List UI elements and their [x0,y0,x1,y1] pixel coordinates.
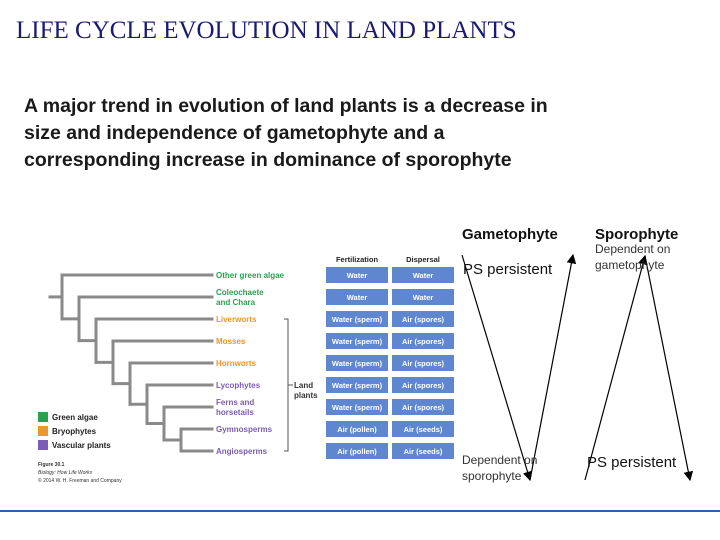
legend-swatch [38,412,48,422]
slide-title: LIFE CYCLE EVOLUTION IN LAND PLANTS [16,17,517,44]
table-cell [326,289,388,305]
table-cell [392,311,454,327]
caption: © 2014 W. H. Freeman and Company [38,477,122,484]
table-cell [392,443,454,459]
legend-label: Vascular plants [52,441,111,450]
cell-text: Water [347,293,368,302]
taxon-label: Ferns and [216,398,254,407]
taxon-label: horsetails [216,408,254,417]
legend-label: Bryophytes [52,427,97,436]
cell-text: Water (sperm) [332,359,383,368]
table-cell [392,355,454,371]
taxon-label: Coleochaete [216,288,264,297]
body-text: size and independence of gametophyte and… [24,122,445,144]
column-note: Dependent on [595,242,670,256]
cell-text: Air (seeds) [404,447,443,456]
table-cell [326,267,388,283]
cell-text: Air (spores) [402,403,445,412]
table-cell [392,377,454,393]
table-cell [326,377,388,393]
column-heading: Sporophyte [595,226,678,243]
column-note: Dependent on [462,453,537,467]
table-cell [392,333,454,349]
bracket-label: Land [294,381,313,390]
cell-text: Water [413,271,434,280]
taxon-label: Other green algae [216,271,285,280]
table-header: Fertilization [336,255,379,264]
table-cell [392,421,454,437]
land-plants-bracket [284,318,293,452]
table-cell [392,399,454,415]
table-cell [326,421,388,437]
body-text: corresponding increase in dominance of s… [24,149,512,171]
table-cell [326,443,388,459]
cell-text: Water (sperm) [332,403,383,412]
taxon-label: Liverworts [216,315,257,324]
cell-text: Air (spores) [402,381,445,390]
cell-text: Water [347,271,368,280]
taxon-label: and Chara [216,298,256,307]
table-cell [326,333,388,349]
footer-rule [0,510,720,512]
cell-text: Air (seeds) [404,425,443,434]
arrows [461,253,694,482]
table-cell [392,289,454,305]
taxon-label: Lycophytes [216,381,261,390]
cell-text: Water (sperm) [332,381,383,390]
cell-text: Air (pollen) [337,425,377,434]
caption: Biology: How Life Works [38,470,93,476]
table-cell [392,267,454,283]
cell-text: Water (sperm) [332,337,383,346]
column-note: gametophyte [595,258,665,272]
taxon-label: Angiosperms [216,447,268,456]
column-note: sporophyte [462,469,522,483]
body-text: A major trend in evolution of land plant… [24,95,548,117]
legend-swatch [38,426,48,436]
taxon-label: Gymnosperms [216,425,273,434]
bracket-label: plants [294,391,318,400]
cell-text: Air (spores) [402,315,445,324]
legend-swatch [38,440,48,450]
cell-text: Air (pollen) [337,447,377,456]
caption: Figure 30.1 [38,462,65,468]
cell-text: Air (spores) [402,359,445,368]
column-note: PS persistent [463,261,553,278]
cell-text: Water (sperm) [332,315,383,324]
legend-label: Green algae [52,413,98,422]
table-cell [326,355,388,371]
table-header: Dispersal [406,255,440,264]
column-heading: Gametophyte [462,226,558,243]
cell-text: Water [413,293,434,302]
table-cell [326,311,388,327]
cell-text: Air (spores) [402,337,445,346]
column-note: PS persistent [587,454,677,471]
taxon-label: Mosses [216,337,246,346]
taxon-label: Hornworts [216,359,257,368]
table-cell [326,399,388,415]
